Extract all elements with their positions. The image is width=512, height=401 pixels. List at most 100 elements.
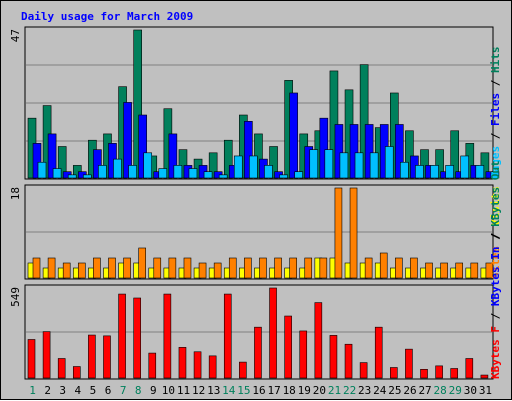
bar-sites-28 <box>440 262 448 279</box>
bar-kbytes-f-20 <box>314 302 323 379</box>
bar-pages-20 <box>324 149 334 179</box>
bar-pages-17 <box>279 174 288 179</box>
bar-sites-18 <box>289 257 297 279</box>
bar-sites-4 <box>77 262 86 279</box>
x-tick-label-7: 7 <box>120 384 127 397</box>
bar-sites-8 <box>138 247 146 279</box>
chart-title: Daily usage for March 2009 <box>21 10 193 23</box>
legend-part-1: / <box>489 226 502 246</box>
bar-sites-9 <box>153 257 162 279</box>
x-tick-label-4: 4 <box>75 384 82 397</box>
x-tick-label-24: 24 <box>373 384 387 397</box>
bar-sites-24 <box>379 252 388 279</box>
panel-kbytes <box>24 284 494 380</box>
x-tick-label-19: 19 <box>298 384 311 397</box>
bar-hits-8 <box>133 29 142 179</box>
x-tick-label-30: 30 <box>464 384 477 397</box>
x-tick-label-16: 16 <box>252 384 265 397</box>
x-tick-label-2: 2 <box>44 384 51 397</box>
side-legend-visits-sites: Sites / Visits <box>489 186 502 279</box>
bar-pages-14 <box>233 155 243 179</box>
bar-sites-15 <box>244 257 252 279</box>
bar-files-15 <box>244 121 253 179</box>
bar-sites-7 <box>123 257 131 279</box>
bar-files-5 <box>93 149 102 179</box>
bar-sites-27 <box>425 262 433 279</box>
panel-hits-files-pages <box>24 26 500 180</box>
bar-pages-1 <box>37 161 47 179</box>
bar-sites-16 <box>259 257 267 279</box>
legend-part-0: Sites <box>489 246 502 279</box>
ymax-label-visits-sites: 18 <box>9 187 22 200</box>
bar-sites-2 <box>47 257 56 279</box>
bar-sites-6 <box>108 257 116 279</box>
x-tick-label-1: 1 <box>29 384 36 397</box>
bar-files-2 <box>47 133 57 179</box>
bar-kbytes-f-22 <box>344 343 353 379</box>
bar-kbytes-f-30 <box>465 358 474 379</box>
bar-hits-3 <box>57 146 67 179</box>
bar-files-21 <box>334 124 344 179</box>
bar-sites-20 <box>319 257 328 279</box>
bar-kbytes-f-6 <box>103 335 111 379</box>
legend-part-3: / <box>489 227 502 247</box>
bar-hits-17 <box>269 146 278 179</box>
bar-kbytes-f-8 <box>133 297 141 379</box>
bar-kbytes-f-27 <box>420 369 428 379</box>
bar-files-18 <box>289 92 298 179</box>
bar-sites-1 <box>32 257 41 279</box>
bar-pages-18 <box>294 171 303 179</box>
bar-sites-30 <box>470 262 479 279</box>
bar-files-20 <box>319 117 329 179</box>
side-legend-hits-files-pages: Pages / Files / Hits <box>489 47 502 180</box>
bar-kbytes-f-16 <box>254 326 262 379</box>
bar-hits-28 <box>435 149 444 179</box>
bar-kbytes-f-11 <box>178 347 187 379</box>
bar-kbytes-f-3 <box>57 358 66 379</box>
bar-files-1 <box>32 143 42 179</box>
bar-pages-12 <box>203 171 213 179</box>
bar-pages-27 <box>430 165 439 179</box>
bar-hits-13 <box>208 152 218 179</box>
bar-pages-3 <box>67 174 77 179</box>
bar-sites-17 <box>274 257 282 279</box>
bar-pages-15 <box>249 155 258 179</box>
bar-kbytes-f-31 <box>480 374 489 379</box>
bar-kbytes-f-19 <box>299 330 308 379</box>
bar-pages-22 <box>354 152 364 179</box>
bar-pages-4 <box>82 174 92 179</box>
bar-kbytes-f-7 <box>118 293 126 379</box>
legend-part-1: / <box>489 126 502 146</box>
bar-sites-13 <box>213 262 222 279</box>
side-legend-kbytes: KBytes F / KBytes In / KBytes Out <box>489 160 502 379</box>
legend-part-1: / <box>489 306 502 326</box>
bar-sites-11 <box>183 257 192 279</box>
bar-pages-9 <box>158 168 168 179</box>
bar-pages-6 <box>113 158 122 179</box>
bar-kbytes-f-9 <box>148 352 157 379</box>
bar-kbytes-f-10 <box>163 293 172 379</box>
x-tick-label-9: 9 <box>150 384 157 397</box>
panel-visits-sites <box>24 184 494 280</box>
bar-files-8 <box>138 114 147 179</box>
bar-kbytes-f-25 <box>390 367 398 379</box>
bar-sites-23 <box>364 257 373 279</box>
x-tick-label-11: 11 <box>177 384 190 397</box>
x-tick-label-21: 21 <box>328 384 341 397</box>
bar-sites-14 <box>228 257 237 279</box>
legend-part-2: Visits <box>489 186 502 226</box>
bar-pages-19 <box>309 149 319 179</box>
bar-pages-11 <box>188 168 198 179</box>
x-tick-label-5: 5 <box>90 384 97 397</box>
x-tick-label-15: 15 <box>237 384 250 397</box>
bar-hits-27 <box>420 149 429 179</box>
bar-pages-28 <box>445 165 454 179</box>
bar-hits-29 <box>450 130 460 179</box>
x-tick-label-25: 25 <box>388 384 401 397</box>
legend-part-4: Hits <box>489 47 502 74</box>
bar-sites-5 <box>93 257 101 279</box>
bar-pages-5 <box>98 165 107 179</box>
bar-kbytes-f-12 <box>193 351 202 379</box>
